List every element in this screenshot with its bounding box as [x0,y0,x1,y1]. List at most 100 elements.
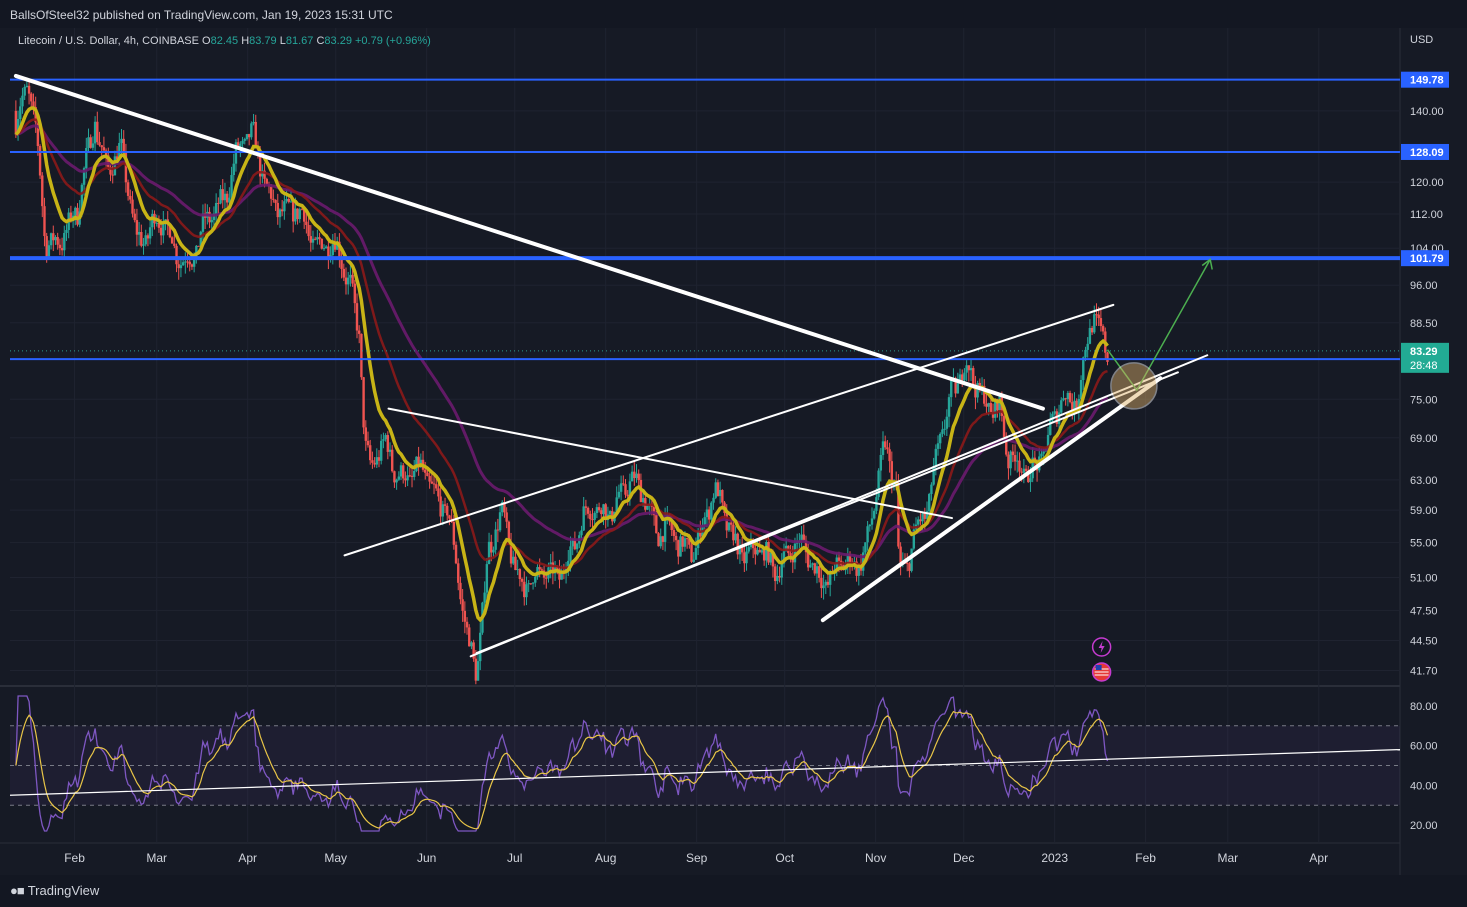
candle-body [252,121,255,124]
candle-body [140,231,143,246]
candle-body [34,107,37,123]
candle [384,433,387,442]
candle-body [311,238,315,243]
candle-body [589,513,592,520]
candle-body [104,150,108,156]
candle [142,237,145,255]
candle-body [1016,460,1019,462]
candle [346,271,350,295]
candle-body [747,547,750,552]
candle-body [1042,451,1045,454]
candle-body [382,439,385,441]
candle [327,236,330,270]
candle [800,526,803,551]
tradingview-logo[interactable]: ●■ TradingView [10,883,99,898]
candle [439,486,442,525]
candle-body [393,471,396,483]
candle-body [353,283,356,304]
candle [534,574,537,587]
candle-body [476,661,480,681]
candle-body [912,529,916,549]
candle-body [137,231,141,235]
candle-body [674,535,678,541]
candle-body [857,564,860,576]
candle [133,208,136,223]
candle-body [465,621,469,628]
candle [1073,392,1076,422]
candle [597,502,601,513]
candle [129,189,132,204]
candle [115,145,119,161]
candle-body [272,198,275,200]
candle [441,500,445,526]
ma-slow-line [15,124,1109,559]
candle [274,199,277,211]
candle-body [498,512,502,531]
candle-body [280,209,284,212]
candle-body [294,208,297,222]
candle [884,435,887,450]
candle [925,501,929,521]
candle-body [965,365,968,373]
candle-body [919,519,922,522]
candle [320,238,323,250]
rsi-tick-label: 40.00 [1410,780,1438,792]
candle-body [375,457,379,465]
candle-body [159,227,163,236]
candle-body [659,536,662,547]
candle-body [910,548,913,571]
candle-body [291,201,295,222]
candle [87,128,90,152]
candle [214,193,218,226]
candle [983,379,986,407]
candle-body [820,577,823,589]
candle [734,526,737,544]
candle-body [540,569,544,571]
last-price-badge-bg [1401,342,1449,373]
candle-body [74,207,77,216]
candle-body [107,155,110,167]
candle-body [897,483,900,547]
candle-body [102,147,106,151]
candle [344,267,348,295]
candle-body [864,542,867,553]
candle [965,360,968,381]
candle-body [1082,357,1085,380]
candle [694,537,698,560]
candle [769,551,772,566]
candle-body [943,428,946,430]
footer: ●■ TradingView [0,875,1467,907]
candle [148,220,152,245]
candle-body [322,248,326,250]
candle-body [232,163,235,176]
candle-body [569,546,572,561]
candle-body [146,235,150,239]
candle [870,507,874,530]
candle-body [556,567,559,569]
candle-body [269,186,273,199]
candle-body [520,579,524,582]
candle-body [789,553,792,557]
candle-body [637,473,640,480]
candle-body [776,575,779,582]
candle [56,232,59,250]
candle-body [115,156,119,160]
candle-body [584,506,588,508]
candle-body [1066,392,1070,400]
candle [472,639,475,662]
candle-body [41,175,44,207]
candle-body [1093,314,1096,333]
candle [582,497,585,531]
candle-body [908,563,911,571]
candle [313,236,317,241]
published-header: BallsOfSteel32 published on TradingView.… [0,0,1467,28]
candle-body [802,534,805,541]
candle-body [633,471,636,479]
grid [10,28,1400,843]
candle-body [1007,454,1010,469]
candle-body [358,330,361,334]
candle-body [208,211,211,223]
candle [523,571,526,606]
currency-label[interactable]: USD [1410,34,1434,46]
